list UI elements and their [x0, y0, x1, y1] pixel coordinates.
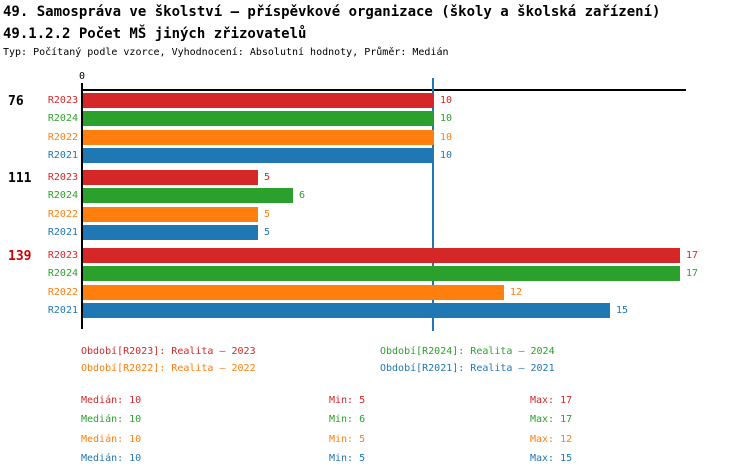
- bar: [83, 285, 504, 300]
- stat-median: Medián: 10: [81, 414, 142, 425]
- group-label: 139: [8, 249, 32, 264]
- bar-value-label: 10: [440, 150, 453, 161]
- stat-max: Max: 12: [530, 434, 573, 445]
- stat-min: Min: 5: [329, 395, 366, 406]
- stat-min: Min: 5: [329, 453, 366, 464]
- bar-value-label: 15: [616, 305, 629, 316]
- bar-series-label: R2023: [47, 172, 78, 183]
- bar-series-label: R2021: [47, 305, 78, 316]
- page-title-line1: 49. Samospráva ve školství – příspěvkové…: [3, 4, 661, 20]
- bar-series-label: R2024: [47, 113, 78, 124]
- stat-min: Min: 5: [329, 434, 366, 445]
- bar: [83, 170, 258, 185]
- bar-series-label: R2022: [47, 287, 78, 298]
- stat-max: Max: 15: [530, 453, 573, 464]
- bar-series-label: R2021: [47, 150, 78, 161]
- bar-value-label: 10: [440, 132, 453, 143]
- bar-value-label: 17: [686, 250, 699, 261]
- group-label: 111: [8, 171, 32, 186]
- axis-zero-tick: [81, 83, 83, 90]
- bar-value-label: 10: [440, 95, 453, 106]
- y-axis-line: [81, 89, 83, 329]
- bar: [83, 303, 610, 318]
- stat-min: Min: 6: [329, 414, 366, 425]
- axis-zero-label: 0: [78, 71, 86, 82]
- bar: [83, 148, 434, 163]
- bar-series-label: R2021: [47, 227, 78, 238]
- bar: [83, 248, 680, 263]
- bar-value-label: 17: [686, 268, 699, 279]
- bar-value-label: 6: [299, 190, 306, 201]
- stat-median: Medián: 10: [81, 434, 142, 445]
- legend-item: Období[R2022]: Realita – 2022: [81, 363, 256, 374]
- stat-max: Max: 17: [530, 414, 573, 425]
- x-axis-line: [81, 89, 686, 91]
- bar-series-label: R2024: [47, 190, 78, 201]
- page-subtitle: Typ: Počítaný podle vzorce, Vyhodnocení:…: [3, 47, 449, 58]
- bar: [83, 225, 258, 240]
- bar: [83, 130, 434, 145]
- median-line: [432, 78, 434, 331]
- stat-median: Medián: 10: [81, 395, 142, 406]
- bar: [83, 207, 258, 222]
- legend-item: Období[R2023]: Realita – 2023: [81, 346, 256, 357]
- bar: [83, 188, 293, 203]
- bar-value-label: 5: [264, 172, 271, 183]
- bar-value-label: 10: [440, 113, 453, 124]
- stat-median: Medián: 10: [81, 453, 142, 464]
- bar: [83, 93, 434, 108]
- bar: [83, 111, 434, 126]
- bar-series-label: R2022: [47, 209, 78, 220]
- stat-max: Max: 17: [530, 395, 573, 406]
- legend-item: Období[R2021]: Realita – 2021: [380, 363, 555, 374]
- group-label: 76: [8, 94, 24, 109]
- bar: [83, 266, 680, 281]
- bar-value-label: 5: [264, 227, 271, 238]
- bar-value-label: 5: [264, 209, 271, 220]
- page-title-line2: 49.1.2.2 Počet MŠ jiných zřizovatelů: [3, 26, 307, 42]
- bar-series-label: R2023: [47, 250, 78, 261]
- bar-series-label: R2022: [47, 132, 78, 143]
- bar-value-label: 12: [510, 287, 523, 298]
- legend-item: Období[R2024]: Realita – 2024: [380, 346, 555, 357]
- bar-series-label: R2023: [47, 95, 78, 106]
- bar-series-label: R2024: [47, 268, 78, 279]
